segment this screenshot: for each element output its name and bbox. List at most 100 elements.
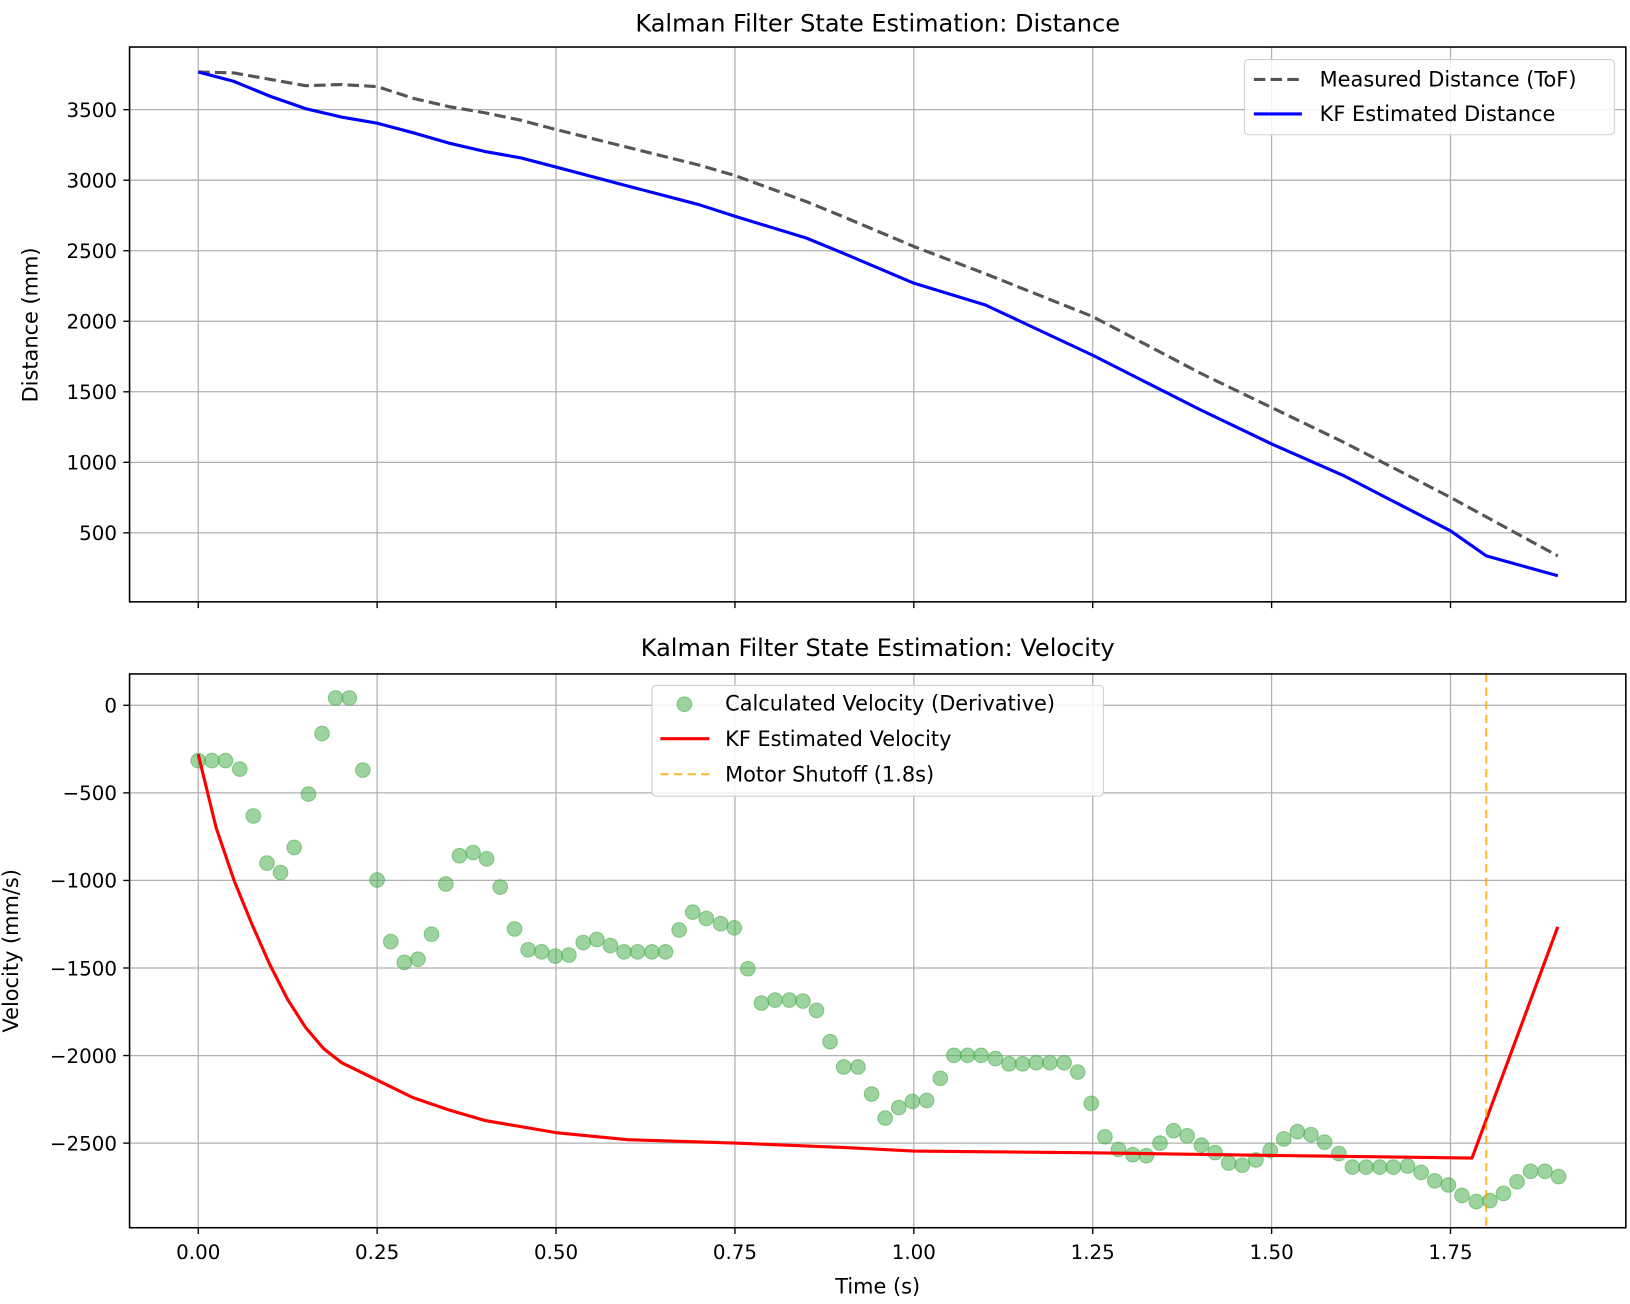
derivative-velocity-point xyxy=(1495,1185,1512,1202)
derivative-velocity-point xyxy=(657,944,674,960)
derivative-velocity-point xyxy=(438,876,454,892)
distance-chart-title: Kalman Filter State Estimation: Distance xyxy=(635,9,1120,37)
velocity-x-tick-label: 1.50 xyxy=(1250,1241,1294,1264)
derivative-velocity-point xyxy=(1193,1137,1210,1154)
derivative-velocity-point xyxy=(465,844,481,861)
distance-y-tick-label: 1000 xyxy=(67,452,118,475)
derivative-velocity-point xyxy=(1454,1187,1470,1204)
derivative-velocity-point xyxy=(478,851,495,867)
derivative-velocity-point xyxy=(1399,1158,1416,1174)
derivative-velocity-point xyxy=(1522,1163,1539,1180)
legend-shutoff-label: Motor Shutoff (1.8s) xyxy=(725,763,934,787)
distance-plot: 500 1000 1500 2000 2500 3000 3500 xyxy=(67,46,1627,609)
derivative-velocity-point xyxy=(286,839,302,856)
derivative-velocity-point xyxy=(1509,1174,1525,1190)
derivative-velocity-point xyxy=(1358,1159,1374,1175)
velocity-plot: 0.00 0.25 0.50 0.75 1.00 1.25 1.50 1.75 0 −500 −10… xyxy=(50,673,1627,1264)
kf-distance-line xyxy=(197,70,1559,578)
velocity-legend: Calculated Velocity (Derivative) KF Esti… xyxy=(651,684,1104,797)
derivative-velocity-point xyxy=(863,1086,880,1102)
derivative-velocity-point xyxy=(1041,1054,1058,1071)
velocity-y-tick-label: −500 xyxy=(63,782,118,805)
derivative-velocity-point xyxy=(245,808,262,824)
distance-y-tick-label: 3500 xyxy=(67,99,118,122)
derivative-velocity-point xyxy=(423,926,440,943)
derivative-velocity-point xyxy=(904,1093,921,1110)
derivative-velocity-point xyxy=(533,944,550,960)
velocity-y-axis-label: Velocity (mm/s) xyxy=(0,869,23,1032)
derivative-velocity-point xyxy=(492,879,509,895)
x-axis-label: Time (s) xyxy=(834,1275,920,1299)
derivative-velocity-point xyxy=(850,1059,866,1075)
derivative-velocity-point xyxy=(575,934,592,951)
derivative-velocity-point xyxy=(1482,1192,1498,1209)
derivative-velocity-point xyxy=(1207,1144,1223,1161)
derivative-velocity-point xyxy=(410,951,426,968)
derivative-velocity-point xyxy=(231,761,248,777)
derivative-velocity-point xyxy=(355,762,371,778)
derivative-velocity-point xyxy=(1083,1095,1100,1112)
derivative-velocity-point xyxy=(1234,1157,1251,1174)
velocity-chart-title: Kalman Filter State Estimation: Velocity xyxy=(641,634,1115,662)
derivative-velocity-point xyxy=(382,933,399,950)
derivative-velocity-point xyxy=(822,1033,838,1050)
derivative-velocity-point xyxy=(808,1002,825,1019)
derivative-velocity-point xyxy=(1331,1145,1347,1162)
derivative-velocity-point xyxy=(1056,1054,1072,1071)
velocity-y-tick-label: −2500 xyxy=(50,1132,117,1155)
derivative-velocity-point xyxy=(629,944,646,960)
velocity-x-tick-label: 1.75 xyxy=(1428,1241,1472,1264)
derivative-velocity-point xyxy=(451,847,468,864)
derivative-velocity-point xyxy=(1138,1147,1155,1164)
derivative-velocity-point xyxy=(877,1110,894,1126)
derivative-velocity-point xyxy=(272,864,289,881)
distance-y-tick-label: 2000 xyxy=(67,311,118,334)
derivative-velocity-point xyxy=(932,1070,949,1087)
distance-plot-frame xyxy=(128,46,1627,603)
derivative-velocity-point xyxy=(341,690,358,706)
derivative-velocity-point xyxy=(1014,1055,1031,1072)
distance-y-tick-label: 3000 xyxy=(67,170,118,193)
derivative-velocity-point xyxy=(1371,1159,1388,1175)
derivative-velocity-point xyxy=(520,941,536,958)
derivative-velocity-point xyxy=(1537,1163,1553,1180)
derivative-velocity-point xyxy=(217,752,234,769)
derivative-velocity-point xyxy=(1097,1128,1113,1145)
measured-distance-line xyxy=(198,70,1559,558)
derivative-velocity-point xyxy=(1001,1055,1017,1072)
legend-derivative-label: Calculated Velocity (Derivative) xyxy=(725,692,1055,716)
distance-legend: Measured Distance (ToF) KF Estimated Dis… xyxy=(1243,59,1615,136)
derivative-velocity-point xyxy=(1179,1127,1196,1144)
derivative-velocity-point xyxy=(588,931,605,948)
derivative-velocity-point xyxy=(739,960,756,977)
velocity-y-tick-label: 0 xyxy=(104,695,117,718)
derivative-velocity-point xyxy=(767,992,783,1008)
derivative-velocity-point xyxy=(547,948,564,964)
legend-measured-label: Measured Distance (ToF) xyxy=(1320,68,1577,92)
derivative-velocity-point xyxy=(259,855,275,871)
derivative-velocity-point xyxy=(753,995,770,1011)
velocity-x-tick-label: 1.25 xyxy=(1071,1241,1115,1264)
derivative-velocity-point xyxy=(781,992,798,1008)
derivative-velocity-point xyxy=(1426,1172,1443,1189)
derivative-velocity-point xyxy=(1413,1164,1430,1181)
velocity-x-tick-label: 0.75 xyxy=(713,1241,757,1264)
derivative-velocity-point xyxy=(1165,1122,1182,1139)
derivative-velocity-point xyxy=(561,947,577,963)
derivative-velocity-point xyxy=(1468,1193,1485,1210)
derivative-velocity-point xyxy=(1275,1131,1292,1147)
derivative-velocity-point xyxy=(1289,1123,1306,1140)
derivative-velocity-point xyxy=(1344,1159,1361,1175)
derivative-velocity-point xyxy=(959,1047,976,1064)
derivative-velocity-point xyxy=(1440,1177,1457,1193)
velocity-y-tick-label: −2000 xyxy=(50,1045,117,1068)
velocity-y-tick-label: −1500 xyxy=(50,957,117,980)
velocity-y-tick-label: −1000 xyxy=(50,870,117,893)
distance-y-axis-label: Distance (mm) xyxy=(19,248,43,403)
derivative-velocity-point xyxy=(327,690,344,706)
derivative-velocity-point xyxy=(506,921,523,937)
derivative-velocity-point xyxy=(671,922,687,938)
derivative-velocity-point xyxy=(1028,1054,1045,1071)
